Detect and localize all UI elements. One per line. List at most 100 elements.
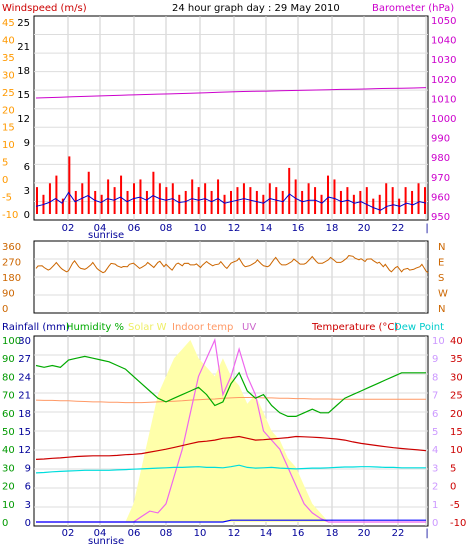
- x-tick-06: 06: [128, 528, 141, 539]
- humidity-tick-40-4: 40: [2, 445, 15, 456]
- x-tick-08: 08: [160, 223, 173, 234]
- x-tick-14: 14: [260, 223, 273, 234]
- temp-tick-15-5: 15: [450, 427, 463, 438]
- wind-panel-data: [35, 87, 427, 214]
- baro-tick-980: 980: [431, 153, 450, 164]
- baro-tick-1000: 1000: [431, 114, 456, 125]
- humidity-tick-60-6: 60: [2, 409, 15, 420]
- wind-x-axis: 02 04 06 08 10 12 14 16 18 20 22 |: [62, 223, 429, 234]
- temp-tick-5-3: 5: [450, 463, 456, 474]
- wind-inner-tick-0-0: 0: [24, 210, 30, 221]
- temp-tick--10-0: -10: [450, 518, 466, 529]
- sunrise-label-bottom: sunrise: [88, 536, 124, 547]
- uv-tick-3-3: 3: [432, 463, 438, 474]
- rain-tick-3-1: 3: [25, 500, 31, 511]
- x-tick-20: 20: [358, 528, 371, 539]
- temp-tick-40-10: 40: [450, 336, 463, 347]
- direction-panel-grid: [34, 241, 428, 313]
- wind-inner-tick-3-1: 3: [24, 186, 30, 197]
- temp-tick-10-4: 10: [450, 445, 463, 456]
- uv-tick-0-0: 0: [432, 518, 438, 529]
- dir-tick-0-0: 0: [2, 304, 8, 315]
- temp-tick-30-8: 30: [450, 372, 463, 383]
- temperature-label: Temperature (°C): [311, 322, 398, 333]
- dir-tick-270-3: 270: [2, 258, 21, 269]
- temp-tick-20-6: 20: [450, 409, 463, 420]
- humidity-tick-20-2: 20: [2, 482, 15, 493]
- barometer-y-axis: 950 960 970 980 990 1000 1010 1020 1030 1040 1050: [431, 16, 456, 223]
- x-tick-22: 22: [392, 223, 405, 234]
- humidity-tick-70-7: 70: [2, 391, 15, 402]
- uv-tick-8-8: 8: [432, 372, 438, 383]
- uv-y-axis: 0 1 2 3 4 5 6 7 8 9 10: [432, 336, 445, 529]
- page-title: 24 hour graph day : 29 May 2010: [172, 3, 340, 14]
- x-tick-12: 12: [228, 528, 241, 539]
- uv-tick-10-10: 10: [432, 336, 445, 347]
- x-tick-12: 12: [228, 223, 241, 234]
- indoor-temp-line: [35, 397, 426, 404]
- wind-outer-tick-5-3: 5: [2, 158, 8, 169]
- wind-outer-tick-35-9: 35: [2, 53, 15, 64]
- temp-x-axis: 02 04 06 08 10 12 14 16 18 20 22 |: [62, 528, 429, 539]
- temperature-y-axis: -10 -5 0 5 10 15 20 25 30 35 40: [450, 336, 466, 529]
- compass-tick-W-1: W: [438, 289, 448, 300]
- x-tick-02: 02: [62, 223, 75, 234]
- humidity-tick-30-3: 30: [2, 463, 15, 474]
- wind-inner-tick-21-7: 21: [17, 42, 30, 53]
- x-tick-22: 22: [392, 528, 405, 539]
- temperature-line: [35, 435, 427, 460]
- rain-tick-15-5: 15: [18, 427, 31, 438]
- temp-tick--5-1: -5: [450, 500, 460, 511]
- temp-tick-25-7: 25: [450, 391, 463, 402]
- baro-tick-950: 950: [431, 212, 450, 223]
- baro-tick-1040: 1040: [431, 36, 456, 47]
- dewpoint-label: Dew Point: [394, 322, 444, 333]
- wind-outer-tick-0-2: 0: [2, 175, 8, 186]
- compass-tick-E-3: E: [438, 258, 444, 269]
- rainfall-label: Rainfall (mm): [2, 322, 70, 333]
- humidity-tick-100-10: 100: [2, 336, 21, 347]
- dir-tick-180-2: 180: [2, 273, 21, 284]
- wind-inner-tick-15-5: 15: [17, 90, 30, 101]
- barometer-line: [35, 87, 427, 99]
- rain-tick-30-10: 30: [18, 336, 31, 347]
- wind-outer-tick-15-5: 15: [2, 123, 15, 134]
- baro-tick-1050: 1050: [431, 16, 456, 27]
- x-tick-06: 06: [128, 223, 141, 234]
- wind-inner-tick-6-2: 6: [24, 162, 30, 173]
- wind-y-axis-outer: -10 -5 0 5 10 15 20 25 30 35 40 45: [2, 18, 18, 221]
- direction-line: [35, 255, 429, 274]
- uv-tick-1-1: 1: [432, 500, 438, 511]
- baro-tick-1020: 1020: [431, 75, 456, 86]
- x-tick-10: 10: [194, 528, 207, 539]
- rainfall-y-axis: 0 3 6 9 12 15 18 21 24 27 30: [18, 336, 31, 529]
- rain-tick-9-3: 9: [25, 463, 31, 474]
- rain-tick-6-2: 6: [25, 482, 31, 493]
- uv-tick-9-9: 9: [432, 354, 438, 365]
- baro-tick-970: 970: [431, 173, 450, 184]
- x-tick-18: 18: [326, 223, 339, 234]
- x-tick-08: 08: [160, 528, 173, 539]
- compass-tick-N-0: N: [438, 304, 445, 315]
- humidity-label: Humidity %: [66, 322, 124, 333]
- direction-panel-data: [35, 255, 429, 274]
- temp-tick-0-2: 0: [450, 482, 456, 493]
- wind-inner-tick-25-8: 25: [17, 18, 30, 29]
- wind-outer-tick-20-6: 20: [2, 105, 15, 116]
- wind-outer-tick-30-8: 30: [2, 70, 15, 81]
- rain-tick-0-0: 0: [25, 518, 31, 529]
- baro-tick-1030: 1030: [431, 55, 456, 66]
- wind-inner-tick-12-4: 12: [17, 114, 30, 125]
- x-tick-10: 10: [194, 223, 207, 234]
- uv-tick-2-2: 2: [432, 482, 438, 493]
- wind-average-line: [35, 191, 427, 211]
- baro-tick-1010: 1010: [431, 94, 456, 105]
- rain-tick-18-6: 18: [18, 409, 31, 420]
- x-tick-end: |: [425, 223, 428, 234]
- dewpoint-line: [35, 464, 426, 474]
- dir-tick-360-4: 360: [2, 242, 21, 253]
- wind-y-axis-inner: 0 3 6 9 12 15 18 21 25: [17, 18, 30, 221]
